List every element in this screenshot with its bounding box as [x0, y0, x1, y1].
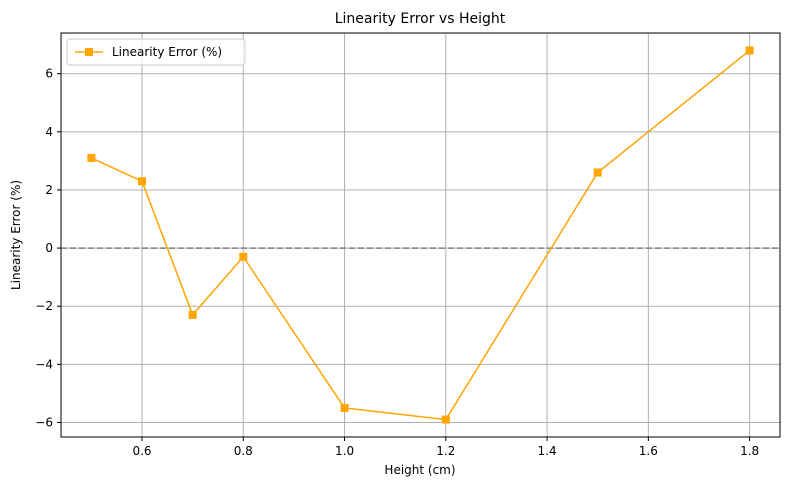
- x-tick-label: 1.2: [436, 444, 455, 458]
- legend-box: [66, 38, 246, 66]
- x-tick-label: 0.6: [132, 444, 151, 458]
- data-point-marker: [188, 310, 197, 319]
- y-axis-ticks: −6 −4 −2 0 2 4 6: [35, 67, 61, 429]
- data-point-marker: [441, 415, 450, 424]
- series-layer: [87, 46, 754, 424]
- x-axis-ticks: 0.6 0.8 1.0 1.2 1.4 1.6 1.8: [132, 437, 759, 458]
- data-point-marker: [745, 46, 754, 55]
- data-point-marker: [87, 153, 96, 162]
- x-tick-label: 0.8: [234, 444, 253, 458]
- x-tick-label: 1.0: [335, 444, 354, 458]
- legend: Linearity Error (%): [66, 38, 246, 66]
- x-tick-label: 1.8: [740, 444, 759, 458]
- x-axis-label: Height (cm): [384, 463, 455, 477]
- legend-label: Linearity Error (%): [112, 45, 222, 59]
- data-point-marker: [239, 252, 248, 261]
- data-point-marker: [138, 177, 147, 186]
- y-tick-label: −4: [35, 357, 53, 371]
- y-tick-label: 6: [45, 67, 53, 81]
- plot-area-frame: [60, 32, 781, 438]
- y-tick-label: 2: [45, 183, 53, 197]
- y-tick-label: −6: [35, 415, 53, 429]
- y-tick-label: 0: [45, 241, 53, 255]
- legend-square-marker: [85, 48, 93, 56]
- y-tick-label: −2: [35, 299, 53, 313]
- data-point-marker: [593, 168, 602, 177]
- data-point-marker: [340, 403, 349, 412]
- chart-title: Linearity Error vs Height: [335, 11, 506, 27]
- grid: [61, 33, 780, 437]
- series-line: [91, 49, 751, 421]
- x-tick-label: 1.4: [538, 444, 557, 458]
- y-axis-label: Linearity Error (%): [9, 180, 23, 290]
- x-tick-label: 1.6: [639, 444, 658, 458]
- y-tick-label: 4: [45, 125, 53, 139]
